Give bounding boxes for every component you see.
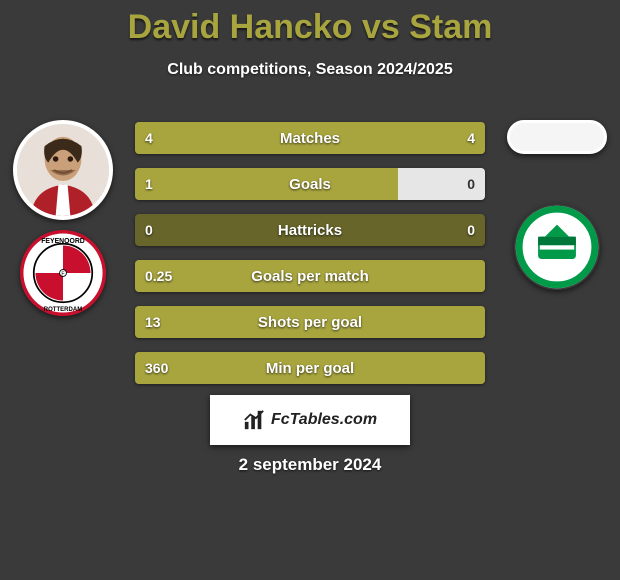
stat-row: 0.25Goals per match — [135, 260, 485, 292]
stat-value-left: 0.25 — [145, 260, 172, 292]
player-right-avatar-placeholder — [507, 120, 607, 154]
stat-value-left: 0 — [145, 214, 153, 246]
svg-text:FEYENOORD: FEYENOORD — [41, 238, 85, 245]
stat-value-left: 360 — [145, 352, 168, 384]
stat-bar-left — [135, 306, 485, 338]
stat-row: 360Min per goal — [135, 352, 485, 384]
stat-value-right: 4 — [467, 122, 475, 154]
stat-row: 0 0Hattricks — [135, 214, 485, 246]
stat-value-left: 13 — [145, 306, 161, 338]
stat-bar-left — [135, 352, 485, 384]
stat-row: 10Goals — [135, 168, 485, 200]
date-text: 2 september 2024 — [0, 455, 620, 475]
player-right-column — [502, 120, 612, 290]
player-left-avatar — [13, 120, 113, 220]
subtitle: Club competitions, Season 2024/2025 — [0, 61, 620, 79]
player-left-club-badge: FEYENOORD ROTTERDAM F — [20, 230, 106, 316]
stat-row: 44Matches — [135, 122, 485, 154]
stat-value-left: 1 — [145, 168, 153, 200]
stat-row: 13Shots per goal — [135, 306, 485, 338]
svg-text:F: F — [61, 272, 64, 278]
stat-label: Hattricks — [135, 214, 485, 246]
player-left-column: FEYENOORD ROTTERDAM F — [8, 120, 118, 316]
stat-value-right: 0 — [467, 168, 475, 200]
stat-bar-left — [135, 122, 310, 154]
chart-icon — [243, 409, 265, 431]
stat-bar-left — [135, 260, 485, 292]
stat-value-left: 4 — [145, 122, 153, 154]
brand-tag: FcTables.com — [210, 395, 410, 445]
stat-value-right: 0 — [467, 214, 475, 246]
brand-text: FcTables.com — [271, 411, 377, 429]
stat-bar-right — [310, 122, 485, 154]
svg-text:ROTTERDAM: ROTTERDAM — [44, 307, 82, 313]
player-right-club-badge — [514, 204, 600, 290]
page-title: David Hancko vs Stam — [0, 0, 620, 47]
stat-bar-left — [135, 168, 398, 200]
stats-bars: 44Matches10Goals00Hattricks0.25Goals per… — [135, 122, 485, 384]
